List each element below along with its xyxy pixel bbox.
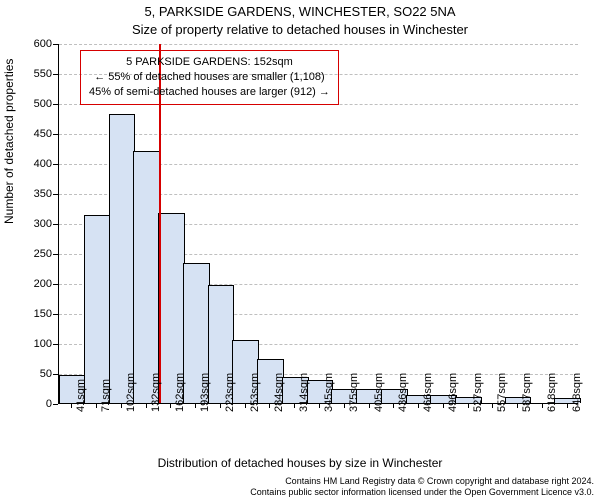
grid-line bbox=[59, 134, 578, 135]
xtick-mark bbox=[71, 403, 72, 408]
grid-line bbox=[59, 44, 578, 45]
ytick-label: 550 bbox=[34, 68, 52, 80]
xtick-mark bbox=[319, 403, 320, 408]
ytick-mark bbox=[53, 254, 58, 255]
ytick-mark bbox=[53, 224, 58, 225]
histogram-bar bbox=[109, 114, 136, 403]
ytick-label: 50 bbox=[40, 368, 52, 380]
chart-container: 5, PARKSIDE GARDENS, WINCHESTER, SO22 5N… bbox=[0, 0, 600, 500]
title-address: 5, PARKSIDE GARDENS, WINCHESTER, SO22 5N… bbox=[0, 4, 600, 19]
footer-line1: Contains HM Land Registry data © Crown c… bbox=[250, 476, 594, 487]
ytick-mark bbox=[53, 404, 58, 405]
y-axis-label: Number of detached properties bbox=[2, 59, 16, 224]
xtick-mark bbox=[542, 403, 543, 408]
ytick-label: 0 bbox=[46, 398, 52, 410]
ytick-label: 100 bbox=[34, 338, 52, 350]
ytick-mark bbox=[53, 344, 58, 345]
ytick-mark bbox=[53, 74, 58, 75]
annotation-line3: 45% of semi-detached houses are larger (… bbox=[89, 85, 330, 100]
xtick-mark bbox=[492, 403, 493, 408]
xtick-mark bbox=[96, 403, 97, 408]
ytick-label: 150 bbox=[34, 308, 52, 320]
ytick-label: 200 bbox=[34, 278, 52, 290]
ytick-label: 450 bbox=[34, 128, 52, 140]
xtick-mark bbox=[517, 403, 518, 408]
histogram-bar bbox=[84, 215, 111, 403]
xtick-mark bbox=[418, 403, 419, 408]
xtick-mark bbox=[294, 403, 295, 408]
ytick-mark bbox=[53, 194, 58, 195]
xtick-mark bbox=[195, 403, 196, 408]
footer-line2: Contains public sector information licen… bbox=[250, 487, 594, 498]
xtick-mark bbox=[146, 403, 147, 408]
annotation-box: 5 PARKSIDE GARDENS: 152sqm ← 55% of deta… bbox=[80, 50, 339, 105]
ytick-label: 300 bbox=[34, 218, 52, 230]
xtick-mark bbox=[369, 403, 370, 408]
annotation-line2: ← 55% of detached houses are smaller (1,… bbox=[89, 70, 330, 85]
ytick-label: 350 bbox=[34, 188, 52, 200]
xtick-mark bbox=[393, 403, 394, 408]
xtick-mark bbox=[443, 403, 444, 408]
ytick-label: 600 bbox=[34, 38, 52, 50]
x-axis-label: Distribution of detached houses by size … bbox=[0, 456, 600, 470]
xtick-mark bbox=[220, 403, 221, 408]
xtick-mark bbox=[344, 403, 345, 408]
ytick-label: 250 bbox=[34, 248, 52, 260]
ytick-mark bbox=[53, 314, 58, 315]
xtick-mark bbox=[567, 403, 568, 408]
ytick-mark bbox=[53, 134, 58, 135]
ytick-mark bbox=[53, 164, 58, 165]
footer-attribution: Contains HM Land Registry data © Crown c… bbox=[250, 476, 594, 498]
ytick-mark bbox=[53, 284, 58, 285]
ytick-label: 400 bbox=[34, 158, 52, 170]
xtick-mark bbox=[269, 403, 270, 408]
ytick-mark bbox=[53, 44, 58, 45]
ytick-mark bbox=[53, 104, 58, 105]
xtick-mark bbox=[245, 403, 246, 408]
ytick-label: 500 bbox=[34, 98, 52, 110]
annotation-line1: 5 PARKSIDE GARDENS: 152sqm bbox=[89, 55, 330, 70]
xtick-mark bbox=[121, 403, 122, 408]
histogram-bar bbox=[133, 151, 160, 403]
title-subtitle: Size of property relative to detached ho… bbox=[0, 22, 600, 37]
xtick-mark bbox=[170, 403, 171, 408]
xtick-mark bbox=[468, 403, 469, 408]
ytick-mark bbox=[53, 374, 58, 375]
